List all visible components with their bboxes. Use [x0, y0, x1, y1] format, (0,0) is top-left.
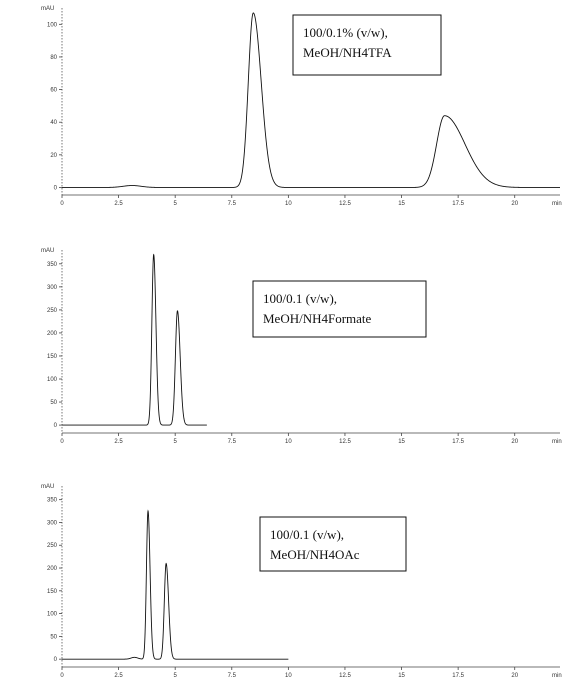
x-tick-label: 20 [511, 201, 518, 207]
y-tick-label: 250 [47, 308, 58, 314]
x-tick-label: 17.5 [452, 439, 464, 445]
y-tick-label: 50 [50, 634, 57, 640]
y-tick-label: 60 [50, 88, 57, 94]
y-tick-label: 150 [47, 589, 58, 595]
x-tick-label: 0 [60, 201, 64, 207]
series-line [62, 509, 289, 660]
x-tick-label: 17.5 [452, 201, 464, 207]
y-tick-label: 100 [47, 377, 58, 383]
legend: 100/0.1% (v/w), MeOH/NH4TFA [292, 14, 442, 76]
x-tick-label: 10 [285, 439, 292, 445]
y-tick-label: 20 [50, 153, 57, 159]
series-line [62, 253, 207, 426]
y-tick-label: 300 [47, 285, 58, 291]
legend-box [252, 280, 427, 338]
legend-line-2: MeOH/NH4Formate [263, 311, 372, 326]
x-axis-unit: min [552, 201, 562, 207]
x-axis-unit: min [552, 439, 562, 445]
x-tick-label: 17.5 [452, 673, 464, 679]
chromatogram-panel-2: 0 50 100 150 200 250 300 350 mAU 0 2.5 5 7.5 10 12.5 15… [41, 248, 562, 445]
y-tick-label: 300 [47, 520, 58, 526]
chromatogram-panel-3: 0 50 100 150 200 250 300 350 mAU 0 2.5 5 7.5 10 12.5 15… [41, 484, 562, 679]
x-tick-label: 7.5 [228, 439, 237, 445]
legend-line-1: 100/0.1 (v/w), [270, 527, 344, 542]
x-tick-label: 20 [511, 673, 518, 679]
x-tick-label: 10 [285, 673, 292, 679]
legend-line-1: 100/0.1% (v/w), [303, 25, 388, 40]
x-tick-label: 2.5 [114, 439, 123, 445]
y-tick-label: 350 [47, 262, 58, 268]
y-tick-label: 80 [50, 55, 57, 61]
y-tick-label: 350 [47, 498, 58, 504]
chromatogram-panel-1: 0 20 40 60 80 100 mAU 0 2.5 5 7.5 10 12.5 15 17.5 20 min… [41, 6, 562, 207]
legend-line-2: MeOH/NH4TFA [303, 45, 392, 60]
x-tick-label: 15 [398, 201, 405, 207]
y-tick-label: 200 [47, 566, 58, 572]
x-tick-label: 20 [511, 439, 518, 445]
legend-box [259, 516, 407, 572]
x-tick-label: 2.5 [114, 201, 123, 207]
legend: 100/0.1 (v/w), MeOH/NH4Formate [252, 280, 427, 338]
x-tick-label: 15 [398, 439, 405, 445]
x-tick-label: 0 [60, 439, 64, 445]
x-tick-label: 0 [60, 673, 64, 679]
y-axis-label: mAU [41, 6, 54, 12]
legend-box [292, 14, 442, 76]
x-tick-label: 7.5 [228, 673, 237, 679]
x-tick-label: 12.5 [339, 201, 351, 207]
y-axis-label: mAU [41, 484, 54, 490]
y-tick-label: 250 [47, 543, 58, 549]
y-tick-label: 0 [54, 185, 58, 191]
y-tick-label: 100 [47, 22, 58, 28]
x-axis-unit: min [552, 673, 562, 679]
x-tick-label: 10 [285, 201, 292, 207]
legend-line-1: 100/0.1 (v/w), [263, 291, 337, 306]
x-tick-label: 7.5 [228, 201, 237, 207]
y-tick-label: 0 [54, 657, 58, 663]
y-tick-label: 0 [54, 423, 58, 429]
y-axis-label: mAU [41, 248, 54, 254]
legend-line-2: MeOH/NH4OAc [270, 547, 360, 562]
legend: 100/0.1 (v/w), MeOH/NH4OAc [259, 516, 407, 572]
y-tick-label: 100 [47, 612, 58, 618]
x-tick-label: 15 [398, 673, 405, 679]
y-tick-label: 150 [47, 354, 58, 360]
x-tick-label: 5 [174, 201, 178, 207]
x-tick-label: 2.5 [114, 673, 123, 679]
series-line [62, 12, 560, 188]
x-tick-label: 12.5 [339, 439, 351, 445]
x-tick-label: 12.5 [339, 673, 351, 679]
y-tick-label: 200 [47, 331, 58, 337]
y-tick-label: 40 [50, 120, 57, 126]
x-tick-label: 5 [174, 439, 178, 445]
x-tick-label: 5 [174, 673, 178, 679]
y-tick-label: 50 [50, 400, 57, 406]
